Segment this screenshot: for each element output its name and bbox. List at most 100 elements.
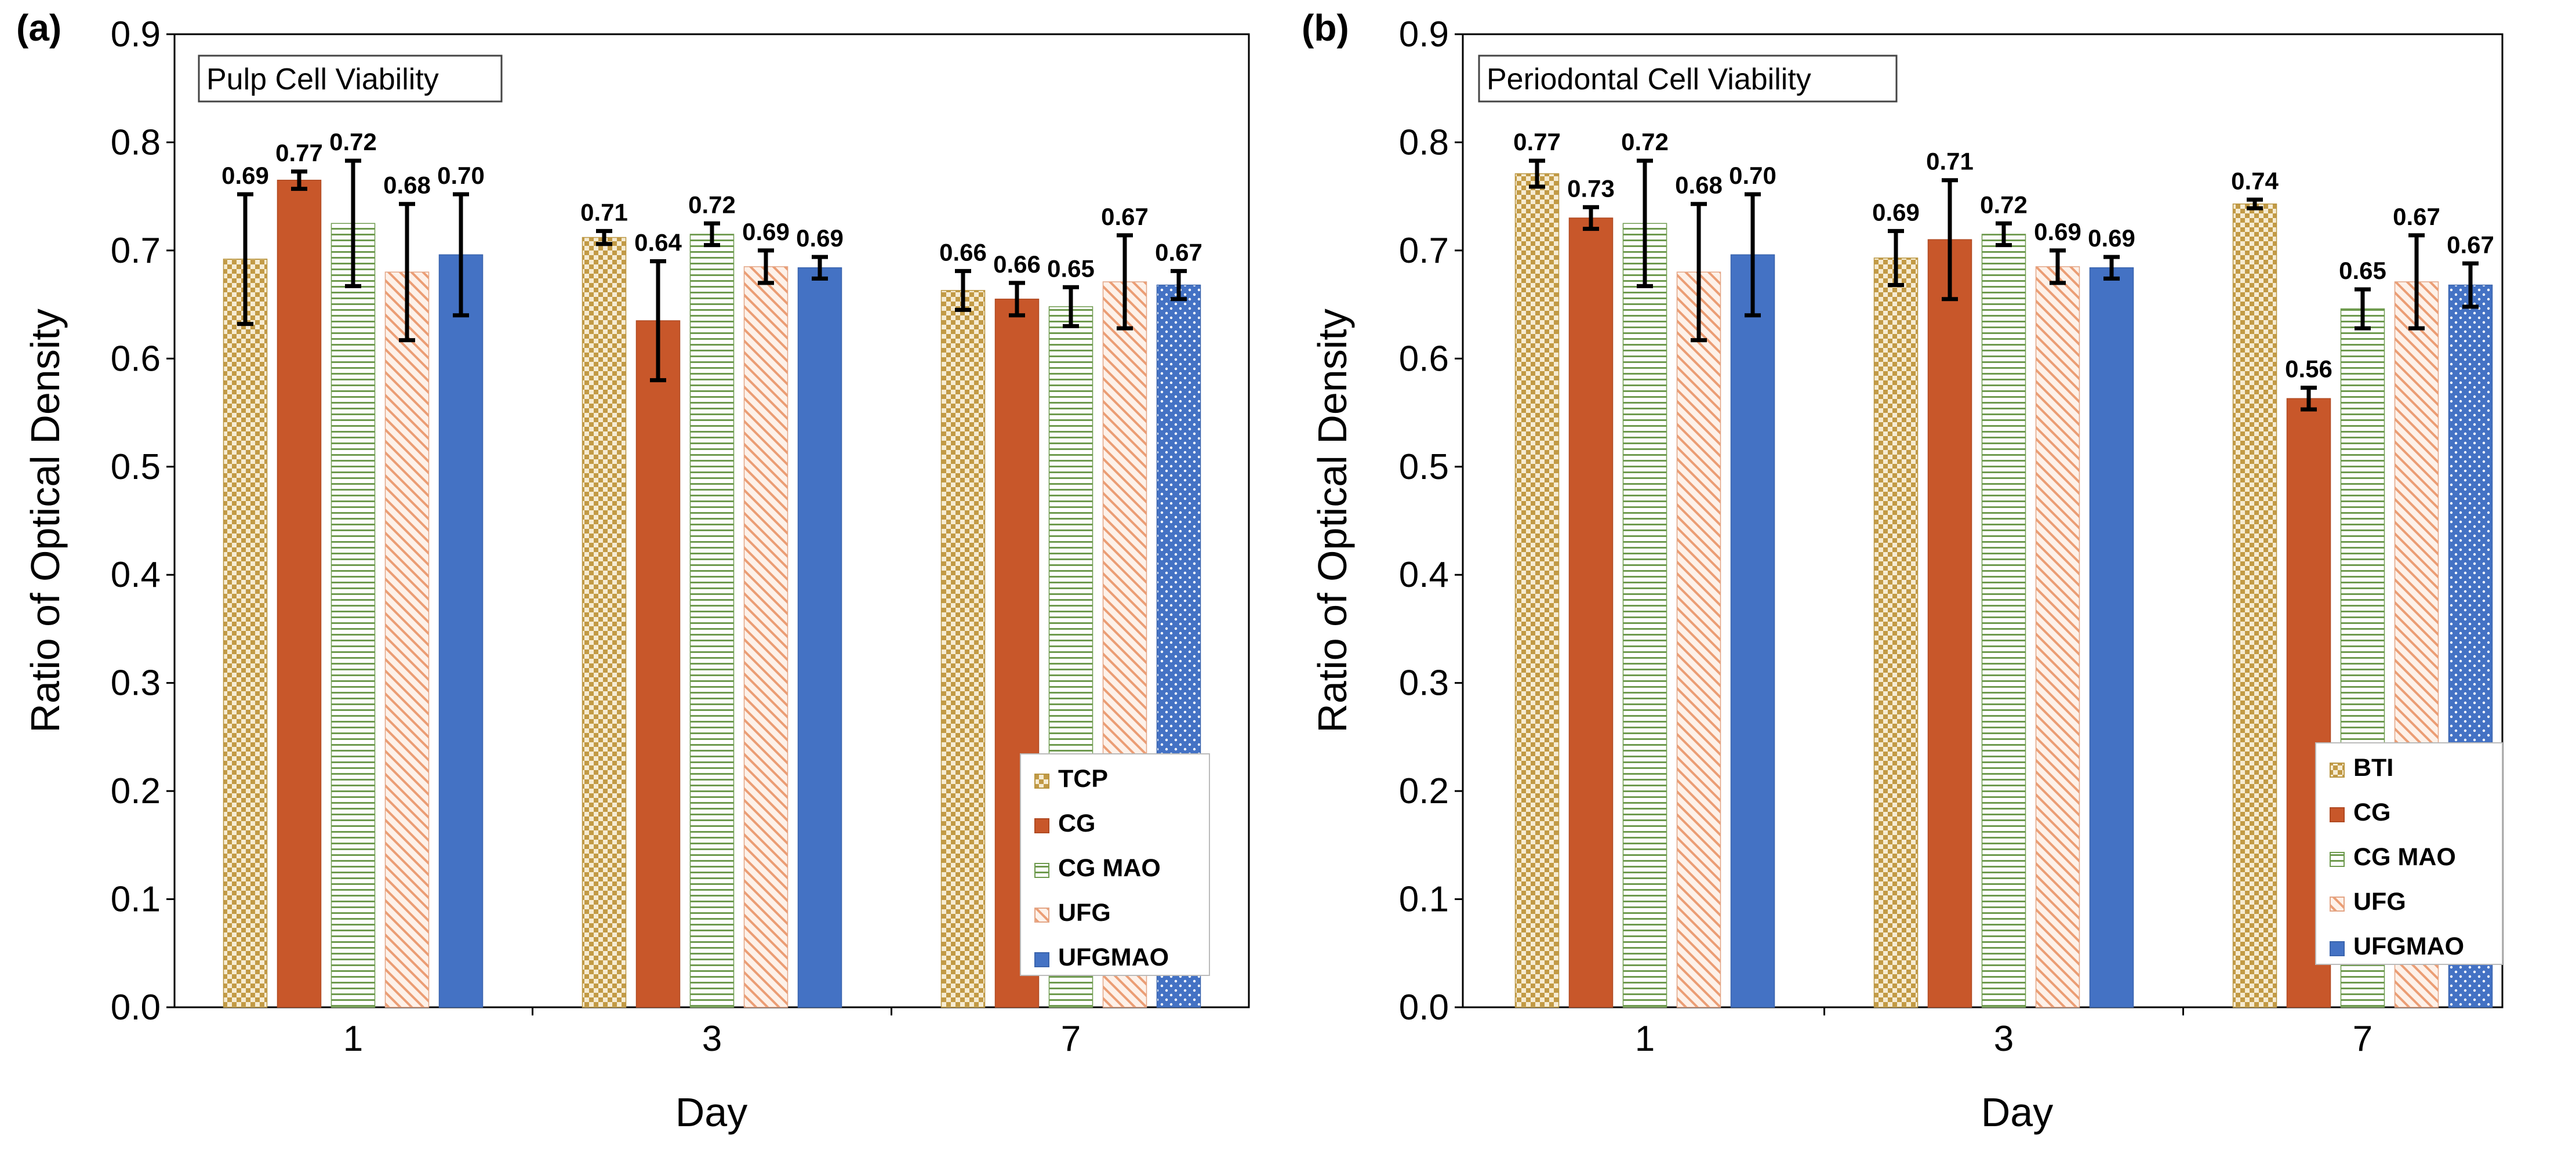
panel-a-data-label: 0.69: [796, 224, 844, 252]
panel-b-bar-bti-day-3: [1873, 257, 1919, 1008]
panel-a-bar-cg-mao-day-3: [689, 234, 735, 1008]
panel-a-error-bar: [1009, 281, 1025, 318]
panel-a-legend-swatch: [1034, 774, 1049, 789]
panel-a-data-label: 0.71: [580, 198, 628, 226]
panel-a-error-bars: [237, 158, 1187, 383]
panel-b-legend-label: UFG: [2353, 888, 2406, 916]
panel-b-bar-bti-day-1: [1514, 173, 1560, 1008]
panel-a-y-tick-label: 0.4: [111, 555, 161, 595]
panel-a-data-label: 0.77: [275, 139, 323, 166]
panel-b-bar-cg-day-1: [1568, 217, 1614, 1008]
panel-a-error-bar: [399, 202, 415, 343]
panel-b-y-tick-label: 0.0: [1399, 988, 1449, 1028]
panel-a-legend-label: UFGMAO: [1058, 943, 1169, 971]
panel-a: (a) 0.0 0.1 0.2 0.3 0.4 0.5 0.6 0.7 0.8 0.9 1 3 7 0.…: [16, 7, 1250, 1135]
panel-b-bar-ufg-day-3: [2035, 266, 2080, 1008]
panel-a-x-tick-label: 3: [702, 1019, 722, 1059]
panel-a-data-label: 0.67: [1155, 238, 1202, 266]
panel-a-x-axis-title: Day: [675, 1090, 747, 1135]
panel-a-legend: TCP CG CG MAO UFG UFGMAO: [1020, 753, 1210, 976]
panel-a-legend-label: CG MAO: [1058, 854, 1161, 882]
panel-a-error-bar: [291, 169, 307, 191]
panel-b-error-bar: [1996, 221, 2012, 248]
panel-b-data-label: 0.73: [1567, 175, 1615, 202]
panel-b-data-label: 0.70: [1729, 162, 1776, 189]
panel-b-y-tick-label: 0.3: [1399, 663, 1449, 703]
panel-b-y-tick-label: 0.1: [1399, 880, 1449, 920]
panel-a-y-tick-label: 0.0: [111, 988, 161, 1028]
panel-a-y-tick-label: 0.1: [111, 880, 161, 920]
panel-b-y-tick-label: 0.6: [1399, 339, 1449, 379]
panel-b-legend-swatch: [2330, 897, 2345, 912]
panel-b-y-tick-label: 0.5: [1399, 447, 1449, 487]
panel-a-y-tick-label: 0.6: [111, 339, 161, 379]
panel-a-bar-ufgmao-day-3: [797, 267, 842, 1008]
panel-a-legend-label: TCP: [1058, 765, 1108, 793]
panel-a-y-tick-label: 0.8: [111, 122, 161, 162]
panel-a-y-tick-label: 0.7: [111, 231, 161, 271]
panel-a-data-label: 0.66: [939, 238, 987, 266]
panel-a-x-tick-label: 1: [343, 1019, 363, 1059]
panel-a-error-bar: [453, 192, 469, 318]
panel-b-title-box: [1478, 55, 1898, 103]
panel-b-data-label: 0.69: [2088, 224, 2135, 252]
panel-a-data-label: 0.69: [742, 218, 790, 245]
panel-a-bar-cg-day-1: [277, 179, 322, 1008]
panel-b-data-label: 0.72: [1621, 128, 1669, 155]
panel-a-data-label: 0.72: [329, 128, 377, 155]
panel-b-y-tick-label: 0.8: [1399, 122, 1449, 162]
panel-a-bar-ufg-day-1: [384, 271, 430, 1008]
panel-b-data-label: 0.74: [2231, 167, 2279, 194]
panel-a-bar-cg-day-3: [635, 320, 681, 1008]
panel-a-y-tick-label: 0.5: [111, 447, 161, 487]
panel-a-error-bar: [1171, 268, 1187, 302]
panel-b-legend-box: [2315, 742, 2503, 965]
panel-b-data-label: 0.77: [1513, 128, 1561, 155]
panel-b-y-tick-label: 0.9: [1399, 14, 1449, 55]
panel-b-data-label: 0.72: [1980, 191, 2028, 218]
panel-b-legend-swatch: [2330, 807, 2345, 822]
panel-a-data-label: 0.64: [634, 229, 682, 256]
panel-a-bar-tcp-day-7: [940, 290, 986, 1008]
panel-a-x-tick-label: 7: [1061, 1019, 1081, 1059]
panel-a-bar-ufgmao-day-1: [438, 254, 484, 1008]
panel-a-legend-label: UFG: [1058, 899, 1111, 927]
panel-a-error-bar: [237, 192, 253, 326]
panel-b-error-bar: [2301, 386, 2317, 412]
panel-b-error-bar: [1691, 202, 1707, 343]
panel-a-letter: (a): [16, 7, 61, 49]
panel-b-x-axis-title: Day: [1981, 1090, 2053, 1135]
panel-a-y-ticks: 0.0 0.1 0.2 0.3 0.4 0.5 0.6 0.7 0.8 0.9 1 3 7: [111, 14, 1081, 1059]
panel-a-bar-tcp-day-3: [582, 237, 627, 1008]
panel-a-legend-swatch: [1034, 952, 1049, 967]
panel-a-legend-swatch: [1034, 818, 1049, 833]
panel-a-legend-swatch: [1034, 863, 1049, 878]
panel-a-error-bar: [955, 268, 971, 312]
panel-b-bar-ufg-day-1: [1676, 271, 1721, 1008]
panel-b-data-label: 0.67: [2393, 203, 2440, 230]
panel-b-x-tick-label: 3: [1994, 1019, 2014, 1059]
panel-a-y-tick-label: 0.9: [111, 14, 161, 55]
panel-b-bar-ufgmao-day-1: [1730, 254, 1775, 1008]
panel-b-bar-cg-mao-day-3: [1981, 234, 2026, 1008]
panel-b-data-label: 0.65: [2339, 257, 2386, 284]
panel-b-y-tick-label: 0.7: [1399, 231, 1449, 271]
panel-a-error-bar: [758, 248, 774, 285]
panel-b-y-ticks: 0.0 0.1 0.2 0.3 0.4 0.5 0.6 0.7 0.8 0.9 1 3 7: [1399, 14, 2372, 1059]
panel-a-error-bar: [596, 228, 612, 246]
panel-b-legend-swatch: [2330, 763, 2345, 778]
panel-a-error-bar: [1063, 285, 1079, 328]
panel-a-bar-ufg-day-3: [743, 266, 789, 1008]
panel-b-letter: (b): [1302, 7, 1349, 49]
panel-b-error-bar: [2462, 261, 2479, 309]
panel-b-error-bar: [2408, 233, 2425, 331]
panel-a-error-bar: [812, 255, 828, 281]
panel-b-legend-label: UFGMAO: [2353, 932, 2464, 960]
panel-a-data-label: 0.66: [993, 251, 1041, 278]
panel-b-bar-cg-mao-day-1: [1622, 223, 1667, 1008]
panel-a-y-tick-label: 0.3: [111, 663, 161, 703]
panel-b-x-tick-label: 7: [2353, 1019, 2372, 1059]
panel-a-error-bar: [1117, 233, 1133, 331]
panel-a-data-label: 0.65: [1047, 255, 1095, 282]
panel-b-legend-label: CG MAO: [2353, 843, 2456, 871]
